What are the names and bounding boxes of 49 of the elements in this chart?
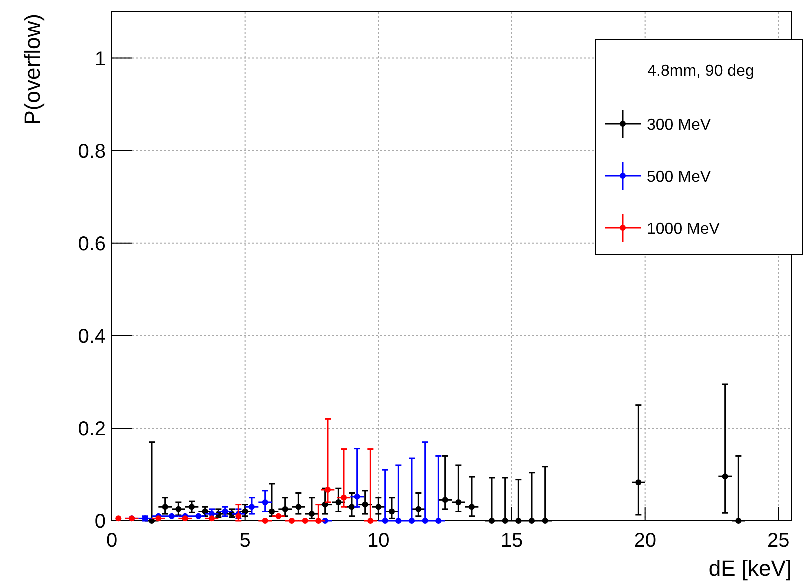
y-tick-label: 0 [94,511,106,533]
point [276,513,282,520]
y-tick-label: 0.8 [78,140,106,163]
point [302,518,308,524]
point [362,502,368,508]
point [176,506,182,512]
legend-label: 300 MeV [647,117,712,134]
point [189,504,195,510]
point [262,518,268,524]
point [416,506,422,512]
x-axis-title: dE [keV] [708,556,792,581]
point [469,504,475,510]
point [169,513,175,520]
point [182,516,188,522]
point [156,516,162,522]
point [262,499,268,506]
x-tick-label: 15 [500,530,524,552]
point [222,508,228,515]
point [349,504,355,510]
point [336,499,342,506]
point [456,499,462,506]
y-axis-title: P(overflow) [20,14,45,126]
point [162,504,168,510]
point [341,494,347,501]
point [636,480,642,486]
point [442,497,448,504]
legend-label: 1000 MeV [647,221,720,238]
point [722,474,728,480]
y-tick-label: 0.2 [78,418,106,440]
legend-title: 4.8mm, 90 deg [648,63,754,80]
point [389,508,395,515]
x-tick-label: 20 [634,530,656,552]
x-tick-label: 25 [768,530,790,552]
point [296,504,302,510]
x-tick-label: 10 [368,530,390,552]
point [269,508,275,515]
point [196,513,202,520]
point [354,494,360,500]
y-tick-label: 0.4 [78,326,106,348]
point [376,504,382,510]
point [116,516,122,522]
x-tick-label: 5 [240,530,251,552]
point [249,504,255,510]
point [325,486,331,493]
legend-label: 500 MeV [647,169,712,186]
point [289,518,295,524]
y-tick-label: 1 [94,48,106,70]
point [282,506,288,512]
y-tick-label: 0.6 [78,233,106,256]
